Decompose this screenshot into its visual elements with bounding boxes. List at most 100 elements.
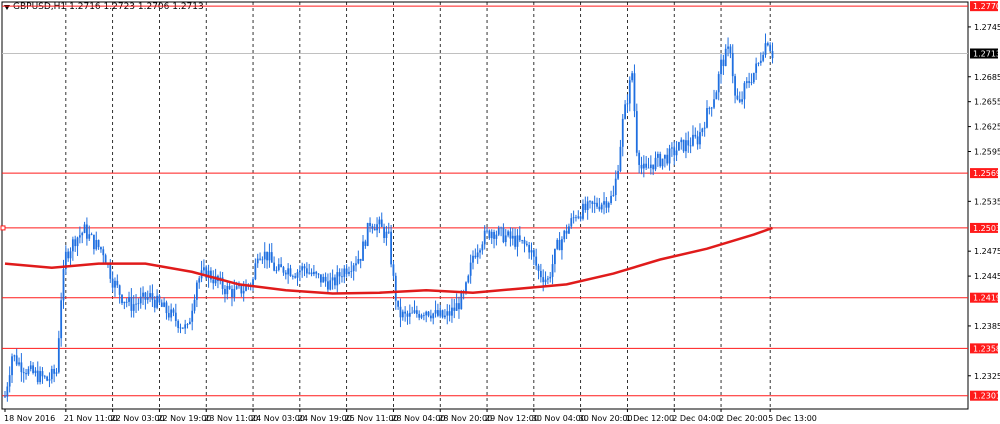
candle-body	[745, 81, 748, 84]
candle-body	[158, 295, 161, 303]
candle-body	[437, 310, 439, 316]
candle-body	[291, 276, 294, 277]
candle-body	[76, 237, 79, 247]
candle-body	[280, 264, 283, 268]
candle-body	[254, 263, 257, 280]
candle-body	[666, 154, 669, 164]
candle-body	[181, 327, 184, 329]
y-tick-label: 1.2625	[974, 123, 1000, 132]
candle-body	[123, 301, 126, 304]
candle-body	[755, 63, 758, 73]
candle-body	[699, 132, 701, 145]
candle-body	[214, 275, 217, 284]
candle-body	[74, 239, 77, 247]
candle-body	[671, 147, 673, 149]
candle-body	[13, 355, 16, 357]
candle-body	[406, 313, 409, 317]
candle-body	[50, 368, 53, 380]
level-handle	[0, 225, 6, 231]
candle-body	[212, 279, 215, 284]
candle-body	[93, 234, 95, 250]
candle-body	[579, 216, 582, 219]
candle-body	[415, 310, 418, 314]
dropdown-triangle-icon[interactable]	[4, 4, 10, 10]
candle-body	[483, 230, 486, 245]
candle-body	[341, 276, 343, 278]
candle-body	[55, 372, 58, 374]
candle-body	[69, 251, 72, 259]
candle-body	[591, 201, 594, 204]
candle-body	[729, 46, 732, 54]
candle-body	[696, 136, 699, 145]
candle-body	[516, 235, 519, 247]
candle-body	[521, 240, 524, 241]
candle-body	[327, 281, 329, 290]
x-tick-label: 2 Dec 20:00	[719, 414, 768, 423]
candle-body	[596, 202, 598, 207]
candle-body	[90, 234, 93, 236]
candle-body	[539, 270, 542, 278]
candle-body	[228, 285, 231, 289]
candle-body	[32, 365, 34, 373]
candle-body	[268, 252, 271, 261]
candle-body	[451, 307, 453, 316]
candle-body	[135, 303, 137, 305]
candle-body	[481, 244, 484, 251]
candle-body	[586, 201, 589, 211]
candle-body	[373, 228, 376, 231]
symbol-label: GBPUSD,H1	[13, 2, 67, 12]
candle-body	[60, 300, 63, 339]
candle-body	[252, 279, 254, 286]
candle-body	[703, 127, 706, 129]
candle-body	[411, 312, 414, 314]
candle-body	[659, 153, 662, 167]
candle-body	[184, 324, 187, 329]
x-tick-label: 30 Nov 20:00	[579, 414, 633, 423]
candle-body	[207, 270, 210, 279]
candle-body	[444, 315, 446, 318]
candle-body	[193, 299, 196, 311]
candle-body	[27, 369, 30, 375]
candle-body	[177, 320, 180, 328]
candle-body	[631, 73, 634, 81]
candle-body	[390, 231, 392, 265]
candle-body	[535, 256, 538, 266]
candle-body	[224, 288, 226, 295]
candle-body	[263, 251, 266, 260]
candle-body	[570, 218, 573, 227]
candle-body	[294, 276, 297, 278]
candle-body	[287, 268, 290, 275]
y-tick-label: 1.2595	[974, 148, 1000, 157]
candle-body	[343, 268, 346, 277]
candle-body	[472, 255, 474, 263]
candle-body	[338, 272, 341, 277]
candle-body	[750, 82, 753, 84]
candle-body	[308, 272, 311, 274]
candle-body	[427, 311, 430, 316]
candle-body	[429, 315, 432, 319]
candle-body	[558, 239, 561, 251]
level-price-tag: 1.2419	[970, 292, 1000, 303]
candle-body	[572, 217, 575, 219]
x-tick-label: 24 Nov 03:00	[251, 414, 305, 423]
candle-body	[656, 153, 659, 158]
candle-body	[748, 81, 751, 83]
candle-body	[301, 266, 304, 271]
candle-body	[329, 280, 332, 290]
candle-body	[469, 262, 472, 276]
candle-body	[191, 310, 194, 322]
candle-body	[383, 226, 385, 239]
candle-body	[153, 299, 156, 308]
candle-body	[282, 267, 285, 273]
candle-body	[420, 315, 423, 318]
candle-body	[488, 230, 491, 239]
level-tag-background	[970, 1, 998, 12]
candle-body	[29, 365, 32, 370]
candle-body	[582, 203, 584, 219]
candle-body	[549, 276, 552, 279]
candle-body	[296, 272, 299, 278]
candle-body	[509, 231, 512, 239]
candle-body	[465, 282, 467, 293]
candle-body	[525, 243, 528, 245]
